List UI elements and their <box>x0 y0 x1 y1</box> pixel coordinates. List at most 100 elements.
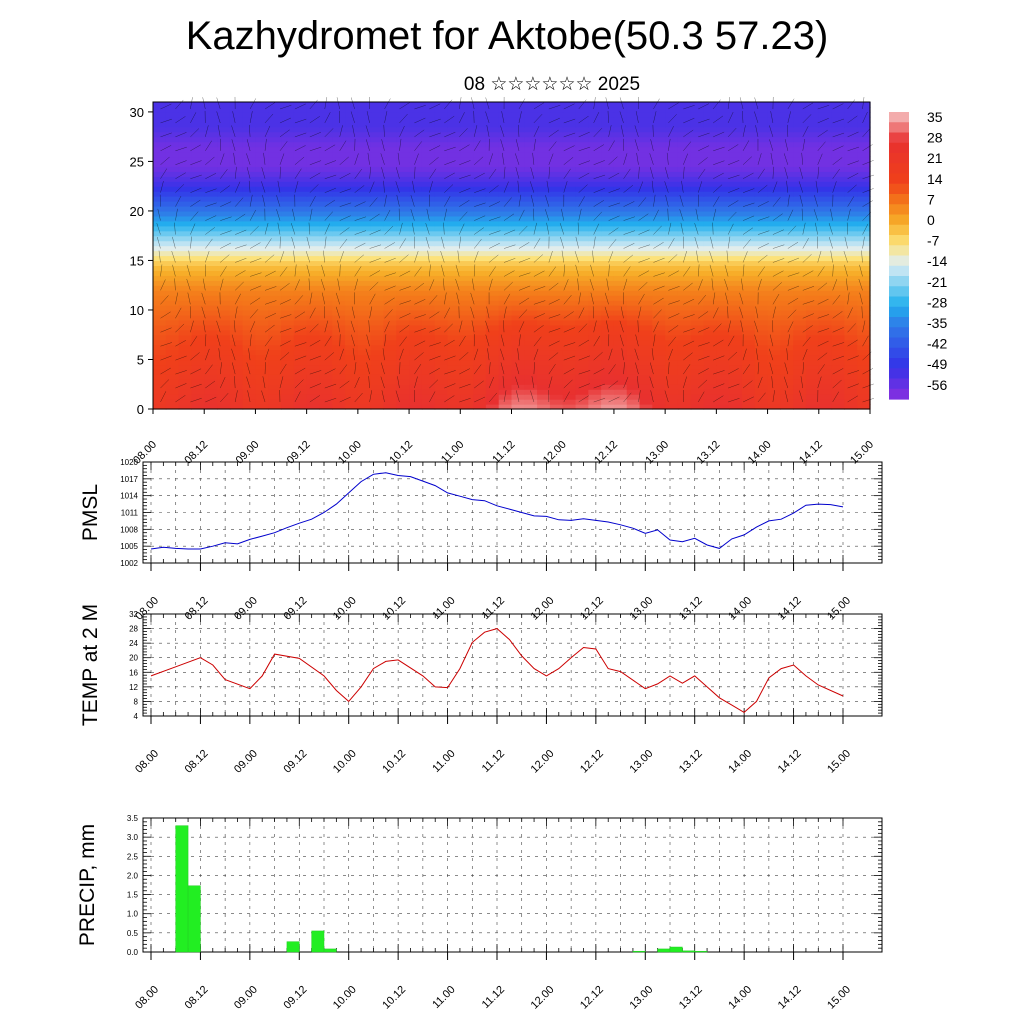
heatmap-cell <box>767 196 781 202</box>
wind-barb <box>847 184 857 193</box>
wind-barb <box>473 125 478 137</box>
heatmap-cell <box>639 275 653 281</box>
heatmap-cell <box>639 146 653 153</box>
heatmap-cell <box>460 319 474 326</box>
heatmap-cell <box>255 245 269 252</box>
heatmap-cell <box>396 121 410 128</box>
heatmap-cell <box>165 359 180 366</box>
heatmap-cell <box>242 309 257 316</box>
pmsl-right-ticks <box>143 461 882 564</box>
heatmap-cell <box>857 245 871 252</box>
heatmap-cell <box>549 399 564 405</box>
heatmap-cell <box>588 324 602 331</box>
heatmap-cell <box>345 300 359 306</box>
heatmap-cell <box>281 384 295 390</box>
heatmap-cell <box>793 166 807 172</box>
heatmap-cell <box>690 379 705 385</box>
heatmap-cell <box>626 121 641 128</box>
heatmap-cell <box>396 339 410 346</box>
wind-barb <box>309 395 320 403</box>
wind-barb <box>205 202 217 207</box>
heatmap-cell <box>652 176 666 182</box>
heatmap-cell <box>229 161 244 167</box>
heatmap-cell <box>357 161 372 167</box>
wind-barb <box>698 355 710 361</box>
heatmap-cell <box>370 166 385 172</box>
heatmap-cell <box>805 220 820 227</box>
heatmap-cell <box>665 131 679 138</box>
wind-barb <box>186 278 191 291</box>
heatmap-cell <box>703 186 717 192</box>
wind-barb <box>724 264 729 277</box>
heatmap-cell <box>204 181 218 187</box>
heatmap-cell <box>665 210 679 217</box>
heatmap-cell <box>268 111 282 118</box>
heatmap-cell <box>549 176 564 182</box>
heatmap-cell <box>793 295 807 301</box>
wind-barb <box>503 270 515 277</box>
heatmap-cell <box>332 235 346 242</box>
heatmap-cell <box>319 275 333 281</box>
heatmap-cell <box>588 260 602 267</box>
heatmap-cell <box>511 235 525 242</box>
heatmap-cell <box>767 126 781 133</box>
wind-barb <box>309 355 322 361</box>
heatmap-cell <box>421 186 436 192</box>
heatmap-cell <box>409 210 423 217</box>
heatmap-cell <box>332 309 346 316</box>
heatmap-cell <box>857 399 871 405</box>
wind-barb <box>444 208 447 221</box>
heatmap-cell <box>549 141 564 148</box>
heatmap-cell <box>498 210 513 217</box>
heatmap-cell <box>421 205 436 212</box>
heatmap-cell <box>767 384 781 390</box>
heatmap-cell <box>460 116 474 123</box>
heatmap-cell <box>754 181 769 187</box>
heatmap-cell <box>434 389 449 395</box>
heatmap-cell <box>844 181 858 187</box>
heatmap-cell <box>780 334 794 341</box>
wind-barb <box>799 390 804 403</box>
heatmap-cell <box>537 201 551 207</box>
wind-barb <box>440 264 445 277</box>
heatmap-cell <box>793 359 807 366</box>
heatmap-cell <box>165 171 180 177</box>
heatmap-cell <box>665 300 679 306</box>
heatmap-cell <box>370 379 385 385</box>
heatmap-cell <box>281 280 295 286</box>
heatmap-cell <box>332 121 346 128</box>
heatmap-cell <box>652 210 666 217</box>
heatmap-cell <box>831 265 845 271</box>
heatmap-cell <box>383 210 397 217</box>
heatmap-cell <box>217 334 231 341</box>
wind-barb <box>190 336 198 347</box>
wind-barb <box>623 376 629 389</box>
heatmap-cell <box>677 136 692 143</box>
heatmap-cell <box>729 191 743 197</box>
heatmap-cell <box>857 374 871 380</box>
wind-barb <box>638 166 640 179</box>
wind-barb <box>742 396 754 403</box>
heatmap-cell <box>396 210 410 217</box>
heatmap-cell <box>741 270 756 276</box>
wind-barb <box>815 222 818 235</box>
heatmap-cell <box>229 265 244 271</box>
wind-barb <box>324 199 335 207</box>
wind-barb <box>459 211 468 221</box>
heatmap-cell <box>767 250 781 257</box>
wind-barb <box>233 320 236 333</box>
wind-barb <box>456 292 460 305</box>
heatmap-cell <box>204 210 218 217</box>
heatmap-cell <box>460 181 474 187</box>
heatmap-cell <box>754 156 769 163</box>
heatmap-cell <box>831 334 845 341</box>
heatmap-cell <box>383 166 397 172</box>
heatmap-cell <box>345 111 359 118</box>
wind-barb <box>844 236 848 249</box>
wind-barb <box>578 370 591 375</box>
heatmap-cell <box>293 111 308 118</box>
heatmap-cell <box>780 156 794 163</box>
heatmap-cell <box>524 309 538 316</box>
heatmap-cell <box>319 399 333 405</box>
heatmap-cell <box>601 230 615 237</box>
